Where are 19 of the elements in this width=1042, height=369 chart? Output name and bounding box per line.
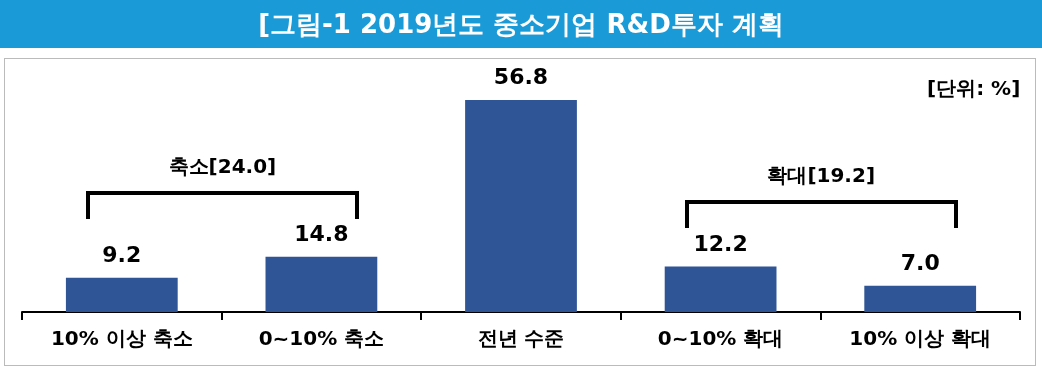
annotation: [단위: %] xyxy=(927,75,1021,102)
data-label: 12.2 xyxy=(693,230,748,256)
annotation: 축소[24.0] xyxy=(168,152,277,180)
bar xyxy=(265,256,378,312)
x-tick-label: 10% 이상 축소 xyxy=(50,326,193,350)
data-label: 56.8 xyxy=(493,64,549,90)
bar xyxy=(465,99,577,312)
bar xyxy=(65,277,178,312)
x-tick-label: 0~10% 확대 xyxy=(657,326,784,350)
x-tick-label: 전년 수준 xyxy=(477,326,565,350)
x-tick-label: 10% 이상 확대 xyxy=(849,326,992,350)
bar xyxy=(864,285,977,312)
bar xyxy=(664,266,777,312)
data-label: 14.8 xyxy=(294,221,349,247)
x-tick-label: 0~10% 축소 xyxy=(258,326,385,350)
chart-title: [그림-1 2019년도 중소기업 R&D투자 계획 xyxy=(0,0,1042,48)
annotation: 확대[19.2] xyxy=(767,162,876,190)
data-label: 7.0 xyxy=(900,250,940,276)
data-label: 9.2 xyxy=(102,242,142,268)
